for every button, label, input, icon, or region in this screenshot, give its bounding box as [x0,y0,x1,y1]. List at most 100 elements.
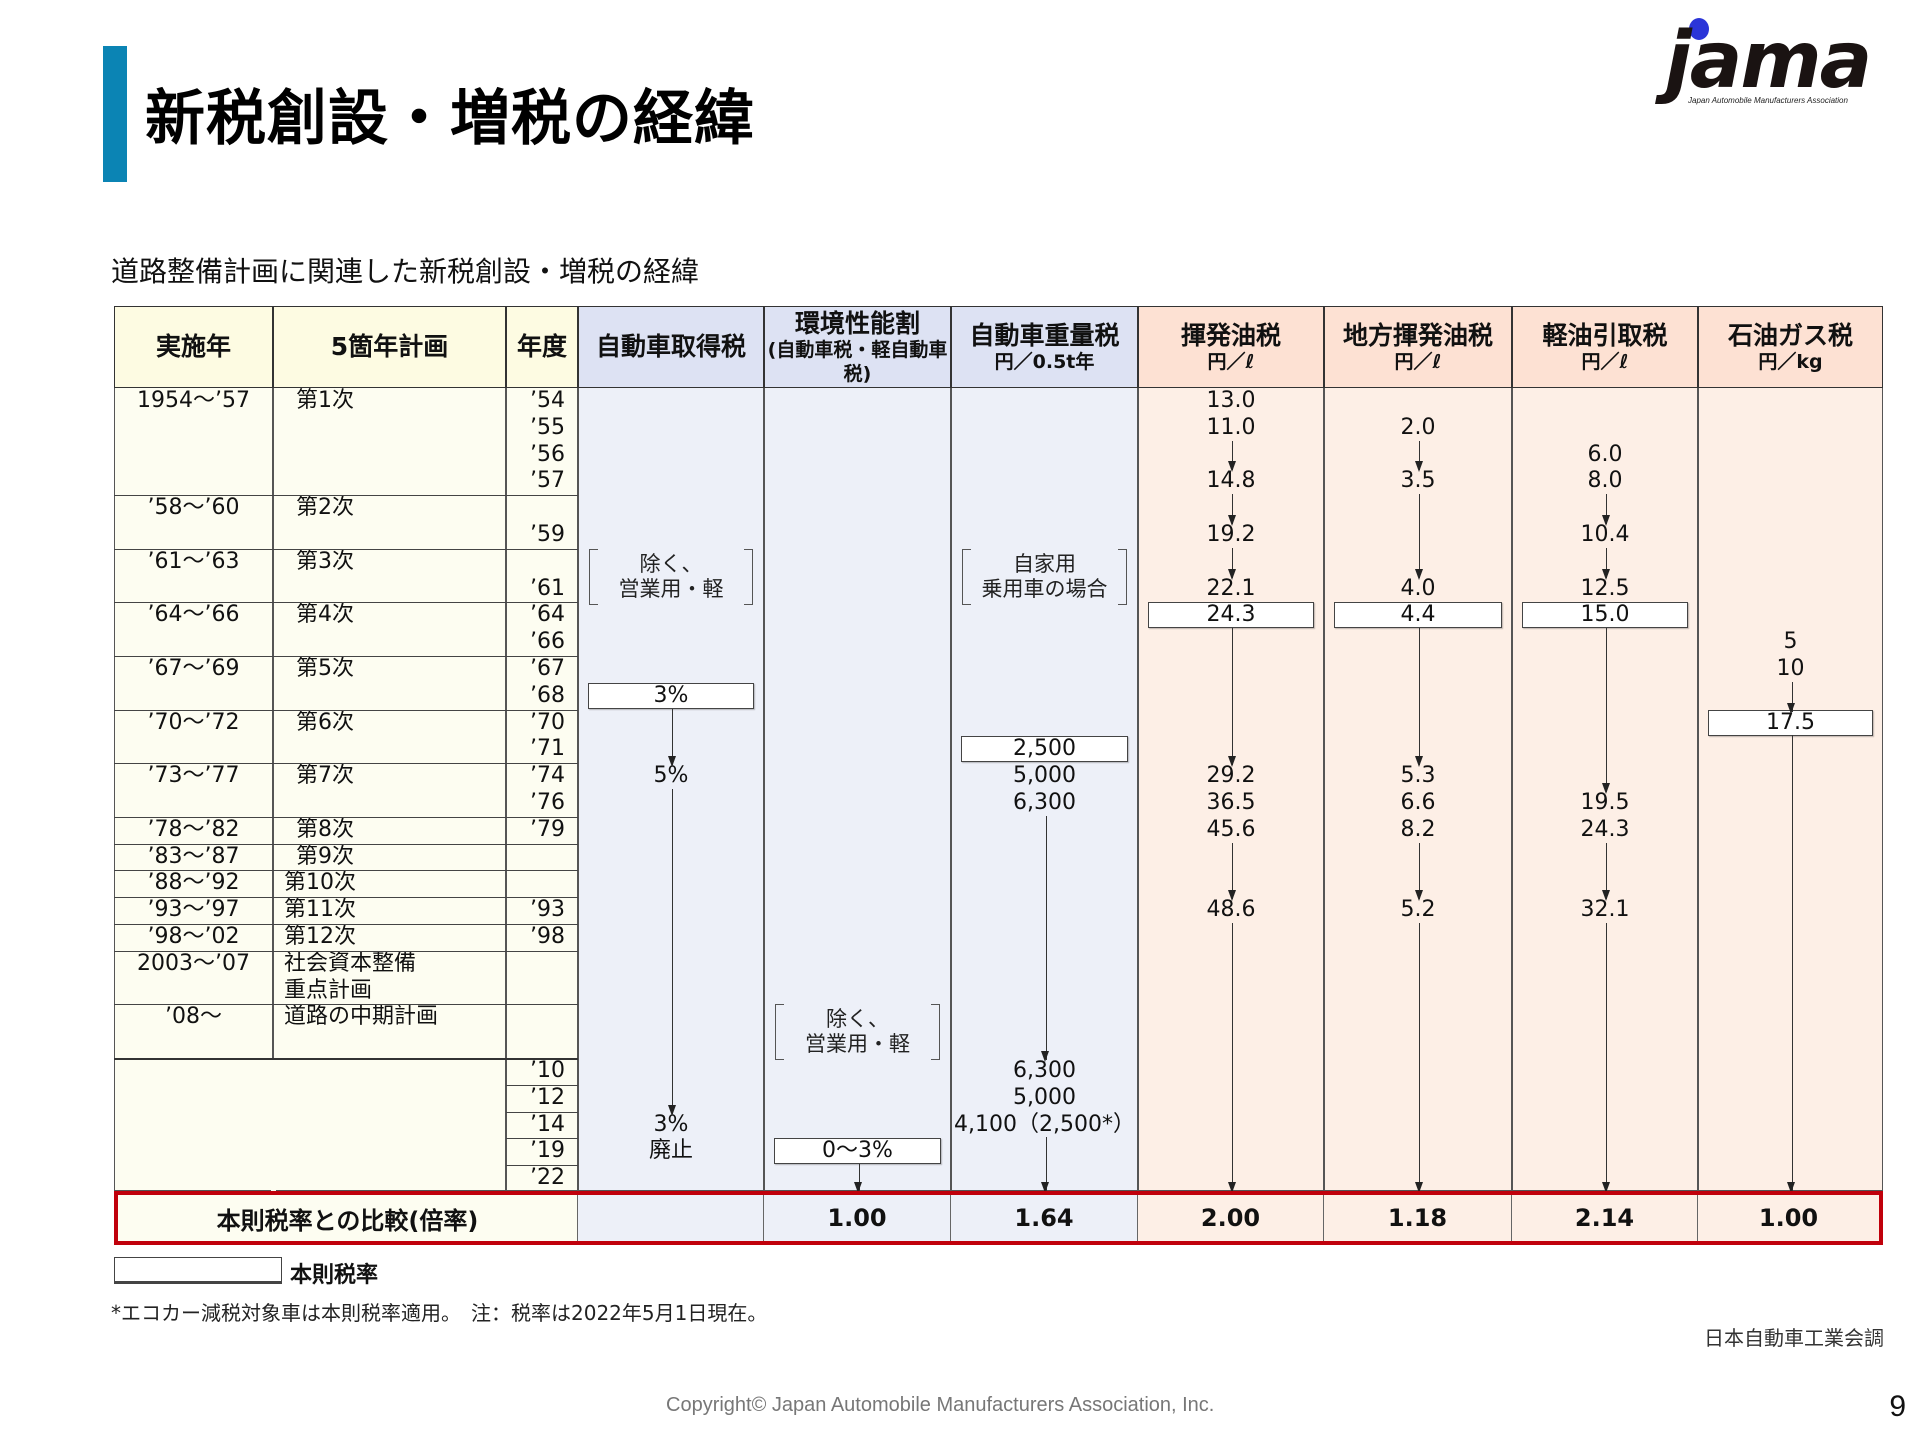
fiscal-year-cell: ’66 [530,629,565,655]
note-line: 営業用・軽 [805,1032,910,1057]
fiscal-year-divider [506,1138,578,1140]
note-line: 除く、 [639,551,703,576]
row-divider [114,924,578,925]
down-arrow-icon [1414,628,1423,768]
header-label: 軽油引取税 [1542,320,1668,350]
rate-value: 5% [653,763,689,789]
plan-cell: 第8次 [296,816,354,842]
standard-rate-box: 24.3 [1148,602,1314,629]
fiscal-year-cell: ’57 [530,468,565,494]
note-line: 乗用車の場合 [981,576,1108,601]
column-gasoline: 13.0 11.0 14.8 19.2 22.1 24.3 29.2 36.5 45.6 48.6 [1138,388,1324,1193]
fiscal-year-cell: ’98 [530,924,565,949]
rate-value: 5 [1783,629,1798,655]
logo-dot-icon [1689,18,1709,40]
header-unit: 円／0.5t年 [994,350,1095,373]
comparison-row-highlight [114,1191,1883,1245]
column-weight: 自家用 乗用車の場合 2,500 5,000 6,300 6,300 5,000 4,100（… [951,388,1138,1193]
plan-cell: 第6次 [296,709,354,735]
column-period: 1954〜’57 ’58〜’60 ’61〜’63 ’64〜’66 ’67〜’69 ’70〜… [114,388,273,1191]
period-cell: ’08〜 [165,1004,222,1030]
down-arrow-icon [1601,628,1610,794]
header-label: 自動車重量税 [969,320,1120,350]
down-arrow-icon [1227,842,1236,901]
header-period: 実施年 [114,306,273,388]
fiscal-year-divider [506,1084,578,1086]
fiscal-year-cell: ’59 [530,522,565,547]
footnote: *エコカー減税対象車は本則税率適用。 注：税率は2022年5月1日現在。 [111,1301,768,1325]
page-number: 9 [1889,1390,1906,1423]
header-label: 石油ガス税 [1727,320,1853,350]
period-cell: ’64〜’66 [147,602,240,628]
period-cell: ’70〜’72 [147,709,240,735]
fiscal-year-cell: ’76 [530,790,565,815]
fiscal-year-cell: ’64 [530,602,565,628]
header-lpg: 石油ガス税 円／kg [1698,306,1883,388]
down-arrow-icon [1414,842,1423,901]
column-local_gasoline: 2.0 3.5 4.0 4.4 5.3 6.6 8.2 5.2 [1324,388,1512,1193]
header-label: 年度 [516,332,567,362]
standard-rate-box: 4.4 [1334,602,1502,629]
column-diesel: 6.0 8.0 10.4 12.5 15.0 19.5 24.3 32.1 [1512,388,1698,1193]
header-label: 自動車取得税 [595,332,746,362]
header-label: 地方揮発油税 [1342,320,1493,350]
down-arrow-icon [1601,923,1610,1193]
rate-value: 24.3 [1580,816,1630,842]
rate-value: 19.5 [1580,790,1630,815]
plan-cell: 第11次 [284,897,356,923]
column-plan: 第1次 第2次 第3次 第4次 第5次 第6次 第7次 第8次 第9次 第10次 第11次 第12次社… [273,388,506,1191]
rate-value: 29.2 [1206,763,1256,789]
comparison-value-acq [578,1195,764,1241]
header-unit: 円／kg [1758,350,1823,373]
period-cell: ’88〜’92 [147,870,240,896]
plan-cell: 第10次 [284,870,356,896]
rate-value: 32.1 [1580,897,1630,923]
fiscal-year-cell: ’14 [530,1111,565,1137]
period-cell: ’73〜’77 [147,763,240,789]
down-arrow-icon [667,708,676,767]
comparison-value-weight: 1.64 [951,1195,1138,1241]
header-plan: 5箇年計画 [273,306,506,388]
row-divider [114,950,578,952]
down-arrow-icon [1227,628,1236,768]
plan-cell: 第2次 [296,495,354,521]
column-env: 除く、 営業用・軽 0〜3% [764,388,951,1193]
header-fy: 年度 [506,306,578,388]
fiscal-year-cell: ’55 [530,414,565,440]
row-divider [114,602,578,604]
comparison-label: 本則税率との比較(倍率) [118,1195,578,1241]
comparison-value-lpg: 1.00 [1698,1195,1879,1241]
fiscal-year-divider [506,1165,578,1167]
period-cell: ’61〜’63 [147,548,240,574]
rate-value: 10 [1776,656,1805,681]
period-cell: ’58〜’60 [147,495,240,521]
rate-value: 10.4 [1580,522,1630,547]
down-arrow-icon [1787,681,1795,714]
exception-note: 除く、 営業用・軽 [775,1004,940,1061]
copyright: Copyright© Japan Automobile Manufacturer… [666,1394,1215,1416]
header-label: 揮発油税 [1180,320,1281,350]
row-divider [114,656,578,657]
rate-value: 45.6 [1206,816,1256,842]
fiscal-year-cell: ’56 [530,441,565,467]
legend-box-standard-rate [114,1257,282,1284]
rate-value: 48.6 [1206,897,1256,923]
period-cell: 1954〜’57 [137,388,250,413]
rate-value: 5.3 [1400,763,1436,789]
header-diesel: 軽油引取税 円／ℓ [1512,306,1698,388]
plan-cell: 社会資本整備 [284,950,417,976]
down-arrow-icon [1787,735,1795,1193]
plan-cell: 第7次 [296,763,354,789]
row-divider [114,816,578,818]
standard-rate-box: 17.5 [1708,709,1873,736]
rate-value: 14.8 [1206,468,1256,494]
rate-value: 36.5 [1206,790,1256,815]
down-arrow-icon [1227,923,1236,1193]
down-arrow-icon [1041,815,1049,1063]
plan-cell: 第4次 [296,602,354,628]
rate-value: 6.6 [1400,790,1436,815]
comparison-value-diesel: 2.14 [1512,1195,1698,1241]
period-cell: ’93〜’97 [147,897,240,923]
comparison-value-gasoline: 2.00 [1138,1195,1324,1241]
row-divider [114,897,578,899]
